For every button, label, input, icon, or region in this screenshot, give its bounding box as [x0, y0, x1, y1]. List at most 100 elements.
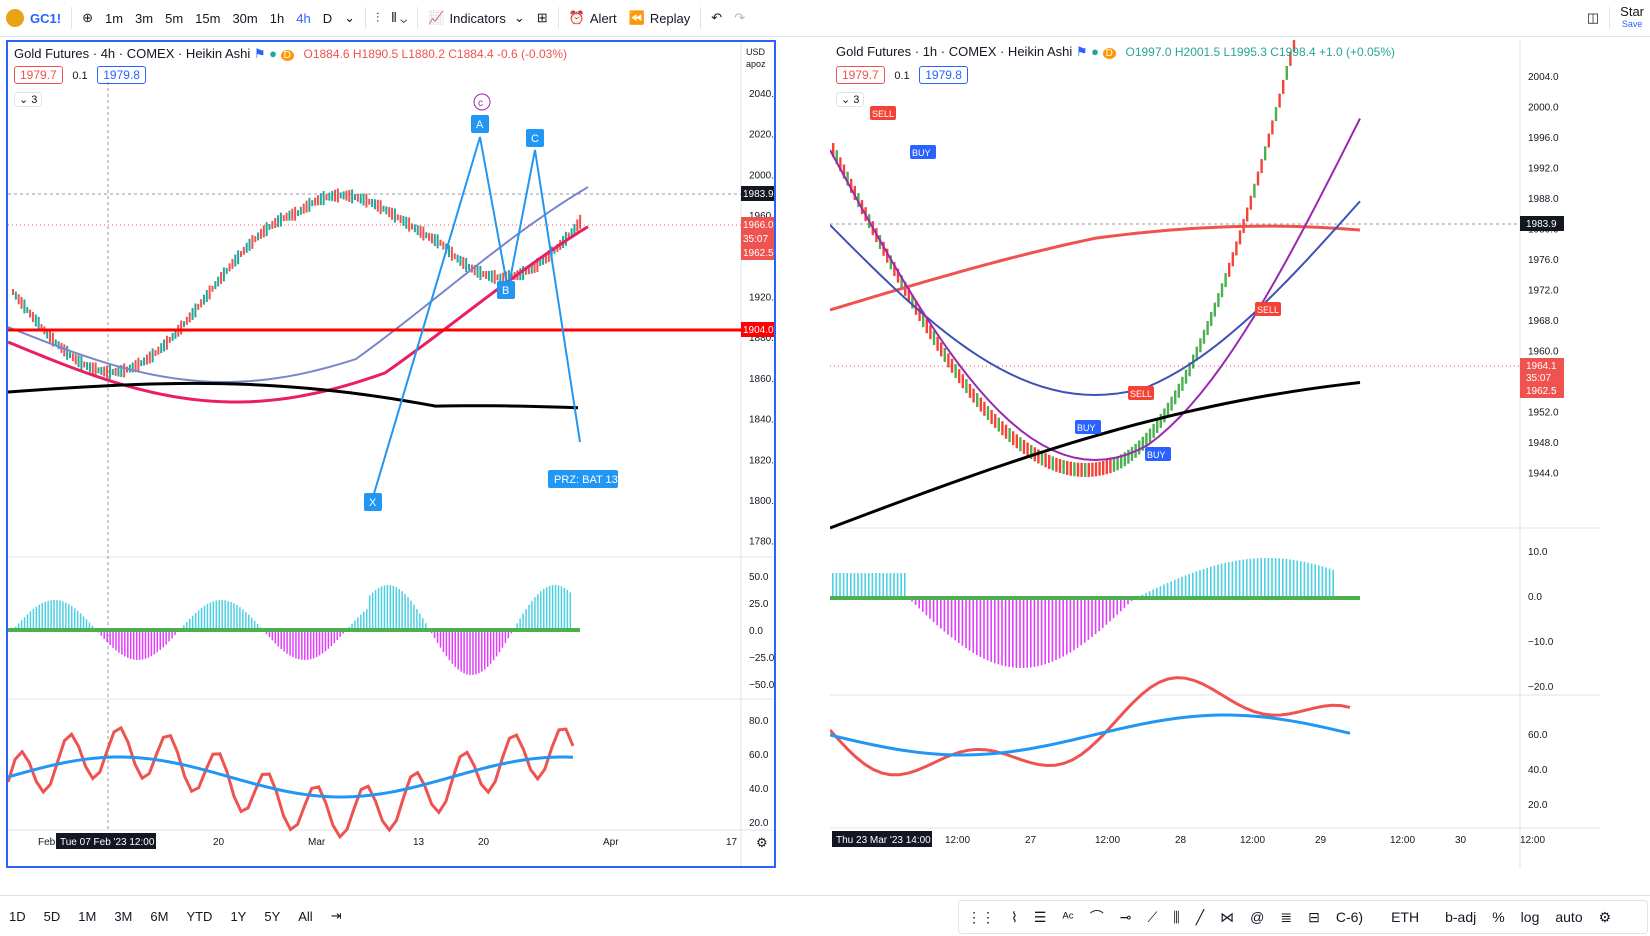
macd-bar: [540, 591, 542, 630]
candle: [1185, 370, 1187, 384]
candle: [49, 331, 51, 343]
b-adj-toggle[interactable]: b-adj: [1437, 909, 1484, 925]
candle: [1178, 384, 1180, 398]
interval-1m[interactable]: 1m: [99, 0, 129, 36]
fib-retracement-icon[interactable]: ≣: [1272, 909, 1300, 926]
range-5y[interactable]: 5Y: [255, 909, 289, 924]
macd-bar: [165, 630, 167, 645]
eth-toggle[interactable]: ETH: [1383, 909, 1427, 925]
range-1d[interactable]: 1D: [0, 909, 35, 924]
interval-5m[interactable]: 5m: [159, 0, 189, 36]
macd-tick-label: −10.0: [1528, 637, 1554, 648]
left-currency-menu[interactable]: USD apoz: [746, 46, 766, 70]
candle: [1016, 434, 1018, 448]
macd-bar: [1023, 598, 1025, 668]
candle: [66, 346, 68, 360]
candle: [288, 211, 290, 221]
indicator-count-toggle[interactable]: ⌄ 3: [14, 92, 42, 107]
macd-bar: [487, 630, 489, 667]
save-button[interactable]: Star Save: [1614, 0, 1650, 36]
add-symbol-icon[interactable]: ⊕: [76, 0, 99, 36]
left-ohlc: O1884.6 H1890.5 L1880.2 C1884.4 -0.6 (-0…: [303, 47, 567, 61]
percent-toggle[interactable]: %: [1484, 909, 1512, 925]
bid-price[interactable]: 1979.7: [14, 66, 63, 84]
macd-bar: [1095, 598, 1097, 634]
wave-pattern-icon[interactable]: ⌇: [1003, 909, 1026, 926]
indicators-button[interactable]: 📈 Indicators ⌄: [422, 0, 530, 36]
interval-15m[interactable]: 15m: [189, 0, 226, 36]
candle: [1066, 461, 1068, 475]
candle: [380, 200, 382, 214]
measure-icon[interactable]: ⊟: [1300, 909, 1328, 926]
spiral-icon[interactable]: @: [1242, 909, 1272, 925]
macd-bar: [850, 573, 852, 598]
interval-30m[interactable]: 30m: [226, 0, 263, 36]
undo-icon[interactable]: ↶: [705, 0, 728, 36]
abc-pattern-icon[interactable]: ᴬᶜ: [1054, 909, 1081, 925]
ask-price[interactable]: 1979.8: [97, 66, 146, 84]
macd-bar: [1210, 567, 1212, 598]
interval-3m[interactable]: 3m: [129, 0, 159, 36]
ma200-line: [830, 383, 1360, 528]
macd-bar: [328, 630, 330, 649]
path-icon[interactable]: ⟋: [1139, 909, 1165, 926]
range-5d[interactable]: 5D: [35, 909, 70, 924]
range-3m[interactable]: 3M: [105, 909, 141, 924]
time-tick-label: 28: [1175, 835, 1187, 846]
macd-tick-label: 0.0: [749, 626, 763, 637]
price-tick-label: 1976.0: [1528, 255, 1559, 266]
range-all[interactable]: All: [289, 909, 321, 924]
fib-icon[interactable]: ☰: [1026, 909, 1055, 926]
left-chart-canvas[interactable]: 2040.02020.02000.01960.01940.01920.01880…: [8, 42, 774, 866]
xabcd-pattern-icon[interactable]: ⋈: [1212, 909, 1242, 926]
right-chart-canvas[interactable]: 2004.02000.01996.01992.01988.01980.01976…: [830, 40, 1600, 868]
alert-button[interactable]: ⏰ Alert: [563, 0, 623, 36]
left-chart-title[interactable]: Gold Futures · 4h · COMEX · Heikin Ashi: [14, 46, 250, 61]
interval-1h[interactable]: 1h: [264, 0, 290, 36]
interval-4h[interactable]: 4h: [290, 0, 316, 36]
indicator-count-toggle[interactable]: ⌄ 3: [836, 92, 864, 107]
auto-toggle[interactable]: auto: [1547, 909, 1590, 925]
candle-style-icon[interactable]: ⫴ ⌄: [385, 0, 413, 36]
redo-icon[interactable]: ↷: [728, 0, 751, 36]
symbol-button[interactable]: GC1!: [0, 0, 67, 36]
range-1m[interactable]: 1M: [69, 909, 105, 924]
bars-pattern-icon[interactable]: ⫼: [1165, 909, 1187, 926]
macd-bar: [1329, 569, 1331, 598]
ask-price[interactable]: 1979.8: [919, 66, 968, 84]
settings-gear-icon[interactable]: ⚙: [1591, 909, 1620, 926]
left-chart-pane[interactable]: 2040.02020.02000.01960.01940.01920.01880…: [6, 40, 776, 868]
horizontal-ray-icon[interactable]: ⊸: [1112, 909, 1140, 926]
layout-split-icon[interactable]: ◫: [1581, 0, 1605, 36]
right-chart-pane[interactable]: 2004.02000.01996.01992.01988.01980.01976…: [830, 40, 1600, 868]
drag-handle-icon[interactable]: ⋮⋮: [959, 909, 1003, 926]
trend-line-icon[interactable]: ╱: [1188, 909, 1212, 926]
log-toggle[interactable]: log: [1513, 909, 1548, 925]
range-6m[interactable]: 6M: [141, 909, 177, 924]
range-1y[interactable]: 1Y: [221, 909, 255, 924]
candle: [980, 398, 982, 412]
layouts-grid-icon[interactable]: ⊞: [531, 0, 554, 36]
candle: [189, 312, 191, 322]
rsi-tick-label: 20.0: [1528, 800, 1548, 811]
candle: [414, 224, 416, 232]
right-chart-title[interactable]: Gold Futures · 1h · COMEX · Heikin Ashi: [836, 44, 1072, 59]
bar-style-icon[interactable]: ⫶: [370, 0, 385, 36]
go-to-date-icon[interactable]: ⇥: [322, 908, 351, 924]
macd-bar: [1192, 573, 1194, 598]
replay-button[interactable]: ⏪ Replay: [623, 0, 697, 36]
macd-bar: [198, 610, 200, 630]
candle: [454, 253, 456, 259]
range-ytd[interactable]: YTD: [177, 909, 221, 924]
interval-d[interactable]: D: [317, 0, 338, 36]
time-tick-label: 12:00: [1390, 835, 1415, 846]
curve-icon[interactable]: ⌒: [1082, 907, 1112, 927]
bid-price[interactable]: 1979.7: [836, 66, 885, 84]
macd-bar: [1275, 558, 1277, 598]
candle: [240, 251, 242, 257]
chevron-down-icon[interactable]: ⌄: [338, 0, 361, 36]
candle: [440, 240, 442, 246]
candle: [1235, 241, 1237, 255]
timezone-label[interactable]: C-6): [1328, 909, 1371, 925]
price-tick-label: 1840.0: [749, 415, 774, 426]
